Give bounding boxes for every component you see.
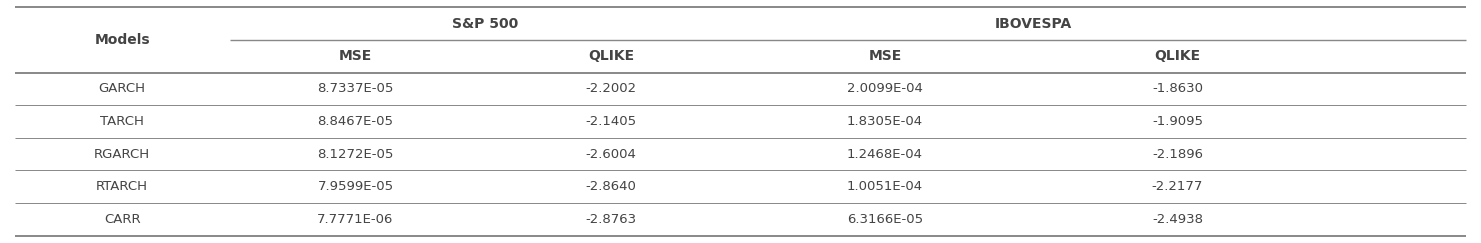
Text: RGARCH: RGARCH [95, 148, 150, 161]
Text: GARCH: GARCH [99, 82, 145, 95]
Text: 7.9599E-05: 7.9599E-05 [317, 180, 394, 193]
Text: -2.8763: -2.8763 [585, 213, 637, 226]
Text: RTARCH: RTARCH [96, 180, 148, 193]
Text: QLIKE: QLIKE [588, 49, 634, 63]
Text: -2.8640: -2.8640 [585, 180, 637, 193]
Text: 7.7771E-06: 7.7771E-06 [317, 213, 394, 226]
Text: -1.9095: -1.9095 [1152, 115, 1203, 128]
Text: 8.1272E-05: 8.1272E-05 [317, 148, 394, 161]
Text: 1.8305E-04: 1.8305E-04 [847, 115, 923, 128]
Text: TARCH: TARCH [101, 115, 144, 128]
Text: -2.6004: -2.6004 [585, 148, 637, 161]
Text: QLIKE: QLIKE [1154, 49, 1201, 63]
Text: -1.8630: -1.8630 [1152, 82, 1203, 95]
Text: IBOVESPA: IBOVESPA [994, 17, 1072, 31]
Text: Models: Models [95, 33, 150, 47]
Text: 1.2468E-04: 1.2468E-04 [847, 148, 923, 161]
Text: -2.1405: -2.1405 [585, 115, 637, 128]
Text: 8.8467E-05: 8.8467E-05 [317, 115, 394, 128]
Text: MSE: MSE [339, 49, 372, 63]
Text: CARR: CARR [104, 213, 141, 226]
Text: MSE: MSE [868, 49, 902, 63]
Text: 8.7337E-05: 8.7337E-05 [317, 82, 394, 95]
Text: -2.2177: -2.2177 [1152, 180, 1203, 193]
Text: S&P 500: S&P 500 [452, 17, 518, 31]
Text: -2.4938: -2.4938 [1152, 213, 1203, 226]
Text: 2.0099E-04: 2.0099E-04 [847, 82, 923, 95]
Text: -2.2002: -2.2002 [585, 82, 637, 95]
Text: -2.1896: -2.1896 [1152, 148, 1203, 161]
Text: 1.0051E-04: 1.0051E-04 [847, 180, 923, 193]
Text: 6.3166E-05: 6.3166E-05 [847, 213, 923, 226]
